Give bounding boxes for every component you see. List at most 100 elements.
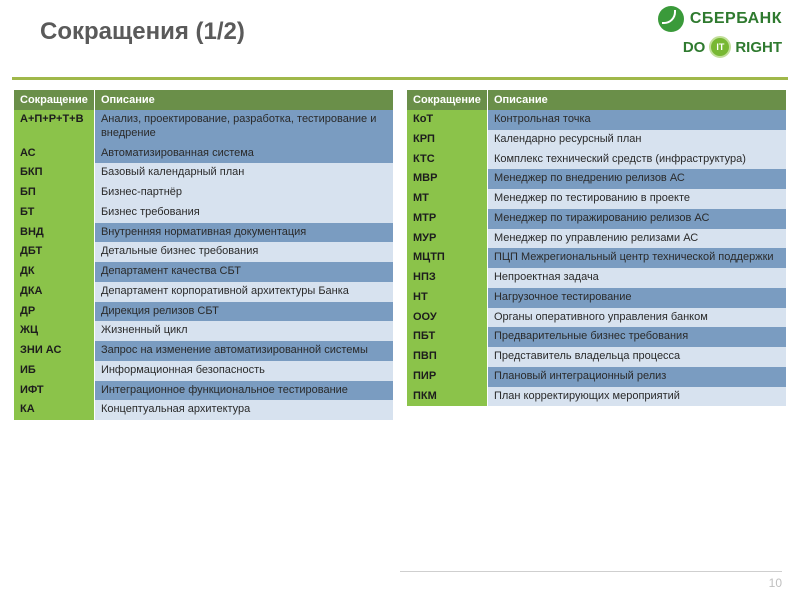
abbr-cell: МУР [407, 229, 487, 249]
abbr-cell: ЗНИ АС [14, 341, 94, 361]
abbr-cell: МЦТП [407, 248, 487, 268]
abbr-cell: НТ [407, 288, 487, 308]
desc-cell: Департамент корпоративной архитектуры Ба… [94, 282, 393, 302]
table-row: ПБТПредварительные бизнес требования [407, 327, 786, 347]
right-column: Сокращение Описание КоТКонтрольная точка… [407, 90, 786, 420]
table-row: МВРМенеджер по внедрению релизов АС [407, 169, 786, 189]
abbr-cell: ДР [14, 302, 94, 322]
desc-cell: Предварительные бизнес требования [487, 327, 786, 347]
desc-cell: Бизнес требования [94, 203, 393, 223]
page-number: 10 [400, 576, 782, 590]
desc-cell: Нагрузочное тестирование [487, 288, 786, 308]
desc-cell: Менеджер по управлению релизами АС [487, 229, 786, 249]
abbr-cell: ПИР [407, 367, 487, 387]
left-column: Сокращение Описание А+П+Р+Т+ВАнализ, про… [14, 90, 393, 420]
abbr-cell: ДКА [14, 282, 94, 302]
abbr-cell: КТС [407, 150, 487, 170]
desc-cell: Жизненный цикл [94, 321, 393, 341]
abbr-cell: АС [14, 144, 94, 164]
col-header-abbr: Сокращение [407, 90, 487, 110]
abbr-cell: КРП [407, 130, 487, 150]
table-row: ИБИнформационная безопасность [14, 361, 393, 381]
table-row: МТРМенеджер по тиражированию релизов АС [407, 209, 786, 229]
table-row: КАКонцептуальная архитектура [14, 400, 393, 420]
table-row: ПИРПлановый интеграционный релиз [407, 367, 786, 387]
tag-right: RIGHT [735, 39, 782, 56]
desc-cell: Бизнес-партнёр [94, 183, 393, 203]
abbr-cell: НПЗ [407, 268, 487, 288]
content-area: Сокращение Описание А+П+Р+Т+ВАнализ, про… [0, 80, 800, 420]
abbr-cell: ПВП [407, 347, 487, 367]
brand-tagline: DO IT RIGHT [658, 36, 782, 58]
desc-cell: Представитель владельца процесса [487, 347, 786, 367]
desc-cell: Менеджер по тиражированию релизов АС [487, 209, 786, 229]
desc-cell: Контрольная точка [487, 110, 786, 130]
table-row: А+П+Р+Т+ВАнализ, проектирование, разрабо… [14, 110, 393, 144]
abbr-cell: МВР [407, 169, 487, 189]
abbr-cell: БП [14, 183, 94, 203]
desc-cell: Плановый интеграционный релиз [487, 367, 786, 387]
desc-cell: Менеджер по тестированию в проекте [487, 189, 786, 209]
footer-rule [400, 571, 782, 572]
abbr-cell: БТ [14, 203, 94, 223]
abbr-cell: ПБТ [407, 327, 487, 347]
table-row: КТСКомплекс технический средств (инфраст… [407, 150, 786, 170]
desc-cell: Базовый календарный план [94, 163, 393, 183]
desc-cell: Запрос на изменение автоматизированной с… [94, 341, 393, 361]
table-row: МЦТППЦП Межрегиональный центр техническо… [407, 248, 786, 268]
brand-name: СБЕРБАНК [690, 10, 782, 28]
abbr-cell: ООУ [407, 308, 487, 328]
table-row: КРПКалендарно ресурсный план [407, 130, 786, 150]
table-header-row: Сокращение Описание [407, 90, 786, 110]
table-row: ДРДирекция релизов СБТ [14, 302, 393, 322]
tag-it-icon: IT [709, 36, 731, 58]
desc-cell: Концептуальная архитектура [94, 400, 393, 420]
table-row: МУРМенеджер по управлению релизами АС [407, 229, 786, 249]
desc-cell: Менеджер по внедрению релизов АС [487, 169, 786, 189]
table-row: ДКДепартамент качества СБТ [14, 262, 393, 282]
table-row: БТБизнес требования [14, 203, 393, 223]
abbr-cell: ДК [14, 262, 94, 282]
desc-cell: Анализ, проектирование, разработка, тест… [94, 110, 393, 144]
sberbank-icon [658, 6, 684, 32]
table-row: ПВППредставитель владельца процесса [407, 347, 786, 367]
abbr-cell: ВНД [14, 223, 94, 243]
abbr-cell: МТ [407, 189, 487, 209]
col-header-desc: Описание [94, 90, 393, 110]
desc-cell: Автоматизированная система [94, 144, 393, 164]
abbr-cell: ИБ [14, 361, 94, 381]
table-row: ДБТДетальные бизнес требования [14, 242, 393, 262]
desc-cell: Непроектная задача [487, 268, 786, 288]
table-row: ЗНИ АСЗапрос на изменение автоматизирова… [14, 341, 393, 361]
table-row: НПЗНепроектная задача [407, 268, 786, 288]
desc-cell: Органы оперативного управления банком [487, 308, 786, 328]
table-row: ЖЦЖизненный цикл [14, 321, 393, 341]
tag-do: DO [683, 39, 706, 56]
table-row: БПБизнес-партнёр [14, 183, 393, 203]
abbr-cell: А+П+Р+Т+В [14, 110, 94, 144]
table-row: МТМенеджер по тестированию в проекте [407, 189, 786, 209]
abbr-cell: КА [14, 400, 94, 420]
table-header-row: Сокращение Описание [14, 90, 393, 110]
abbr-cell: ПКМ [407, 387, 487, 407]
table-row: ООУОрганы оперативного управления банком [407, 308, 786, 328]
table-row: ПКМПлан корректирующих мероприятий [407, 387, 786, 407]
desc-cell: Календарно ресурсный план [487, 130, 786, 150]
abbrev-table-right: Сокращение Описание КоТКонтрольная точка… [407, 90, 786, 406]
table-row: НТНагрузочное тестирование [407, 288, 786, 308]
desc-cell: План корректирующих мероприятий [487, 387, 786, 407]
slide-footer: 10 [400, 571, 782, 590]
slide-header: Сокращения (1/2) СБЕРБАНК DO IT RIGHT [0, 0, 800, 80]
abbr-cell: БКП [14, 163, 94, 183]
desc-cell: Интеграционное функциональное тестирован… [94, 381, 393, 401]
abbr-cell: МТР [407, 209, 487, 229]
table-row: КоТКонтрольная точка [407, 110, 786, 130]
col-header-desc: Описание [487, 90, 786, 110]
desc-cell: Внутренняя нормативная документация [94, 223, 393, 243]
abbr-cell: ЖЦ [14, 321, 94, 341]
desc-cell: ПЦП Межрегиональный центр технической по… [487, 248, 786, 268]
abbrev-table-left: Сокращение Описание А+П+Р+Т+ВАнализ, про… [14, 90, 393, 420]
desc-cell: Информационная безопасность [94, 361, 393, 381]
table-row: АСАвтоматизированная система [14, 144, 393, 164]
abbr-cell: КоТ [407, 110, 487, 130]
